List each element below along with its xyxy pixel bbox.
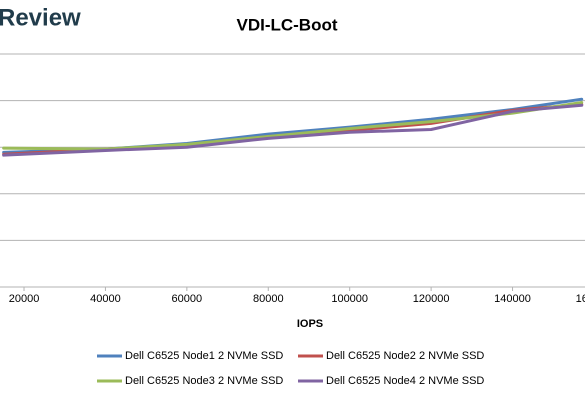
x-axis-title: IOPS: [297, 318, 323, 330]
legend-label: Dell C6525 Node4 2 NVMe SSD: [326, 375, 484, 387]
chart-title: VDI-LC-Boot: [236, 15, 337, 34]
series-line: [2, 97, 584, 154]
legend-label: Dell C6525 Node2 2 NVMe SSD: [326, 350, 484, 362]
x-tick-label: 20000: [9, 293, 40, 305]
series-line: [2, 103, 584, 157]
legend-label: Dell C6525 Node3 2 NVMe SSD: [125, 375, 283, 387]
series-line: [2, 100, 584, 151]
x-tick-label: 160000: [576, 293, 585, 305]
x-tick-label: 100000: [331, 293, 368, 305]
x-tick-label: 140000: [494, 293, 531, 305]
x-tick-label: 60000: [172, 293, 203, 305]
x-tick-label: 40000: [90, 293, 121, 305]
legend-label: Dell C6525 Node1 2 NVMe SSD: [125, 350, 283, 362]
x-tick-label: 80000: [253, 293, 284, 305]
x-tick-label: 120000: [413, 293, 450, 305]
brand: Review: [0, 4, 81, 31]
